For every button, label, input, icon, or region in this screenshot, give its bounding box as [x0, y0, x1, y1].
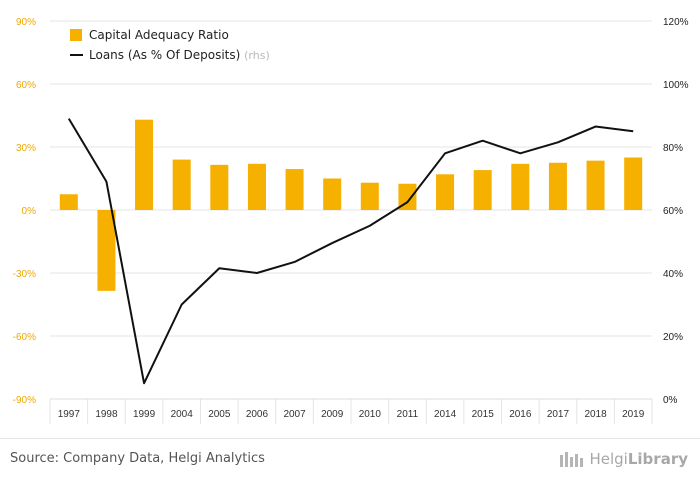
x-tick-label: 2009 [321, 409, 344, 420]
legend-label-bar: Capital Adequacy Ratio [89, 28, 229, 42]
bar-series [59, 119, 643, 291]
y-left-tick-label: 30% [16, 143, 36, 154]
bar [624, 157, 643, 210]
axes: -90% -60% -30% 0% 30% 60% 90% 0% 20% 40% 60% 80% 100… [13, 17, 689, 420]
bar [473, 170, 492, 210]
x-tick-label: 1998 [95, 409, 118, 420]
bar [135, 119, 154, 210]
line-series [67, 118, 634, 385]
legend-swatch-bar [70, 29, 82, 41]
x-tick-label: 2007 [283, 409, 306, 420]
y-left-tick-label: 90% [16, 17, 36, 28]
x-tick-label: 2005 [208, 409, 231, 420]
gridlines [49, 20, 653, 424]
x-tick-label: 2018 [584, 409, 607, 420]
legend[interactable]: Capital Adequacy Ratio Loans (As % Of Dep… [70, 28, 270, 62]
bar [586, 160, 605, 210]
y-left-tick-label: -60% [13, 332, 36, 343]
bar [398, 183, 417, 210]
y-left-tick-label: -30% [13, 269, 36, 280]
x-tick-label: 2014 [434, 409, 457, 420]
bar [511, 163, 530, 210]
bar [285, 169, 304, 210]
y-right-tick-label: 40% [663, 269, 683, 280]
brand-name-strong: Library [627, 450, 688, 468]
brand-logo-link[interactable]: Helgi Library [559, 449, 688, 469]
y-left-tick-label: 60% [16, 80, 36, 91]
x-tick-label: 2006 [246, 409, 269, 420]
y-right-tick-label: 100% [663, 80, 689, 91]
legend-label-line: Loans (As % Of Deposits) (rhs) [89, 48, 270, 62]
x-tick-label: 1997 [58, 409, 81, 420]
x-tick-label: 2004 [171, 409, 194, 420]
y-right-tick-label: 120% [663, 17, 689, 28]
bar [323, 178, 342, 210]
y-right-tick-label: 60% [663, 206, 683, 217]
source-text: Source: Company Data, Helgi Analytics [10, 451, 265, 466]
bar [436, 174, 455, 210]
y-right-tick-label: 0% [663, 395, 678, 406]
x-tick-label: 2017 [547, 409, 570, 420]
x-tick-label: 2011 [397, 409, 419, 420]
bar [548, 162, 567, 210]
y-right-tick-label: 20% [663, 332, 683, 343]
x-tick-label: 2015 [472, 409, 495, 420]
x-tick-label: 2010 [359, 409, 382, 420]
bar [172, 159, 191, 210]
bar [59, 194, 78, 210]
footer: Source: Company Data, Helgi Analytics He… [0, 438, 700, 484]
series-line [67, 118, 634, 385]
x-tick-label: 2016 [509, 409, 532, 420]
bar [360, 182, 379, 210]
y-right-tick-label: 80% [663, 143, 683, 154]
brand-name-light: Helgi [589, 450, 628, 468]
bar [247, 163, 266, 210]
x-tick-label: 2019 [622, 409, 645, 420]
chart: -90% -60% -30% 0% 30% 60% 90% 0% 20% 40% 60% 80% 100… [13, 17, 689, 424]
helgi-library-logo-icon [560, 452, 584, 467]
x-tick-label: 1999 [133, 409, 156, 420]
bar [210, 164, 229, 210]
y-left-tick-label: -90% [13, 395, 36, 406]
bar [97, 210, 116, 291]
y-left-tick-label: 0% [22, 206, 37, 217]
legend-rhs-suffix: (rhs) [244, 49, 270, 62]
